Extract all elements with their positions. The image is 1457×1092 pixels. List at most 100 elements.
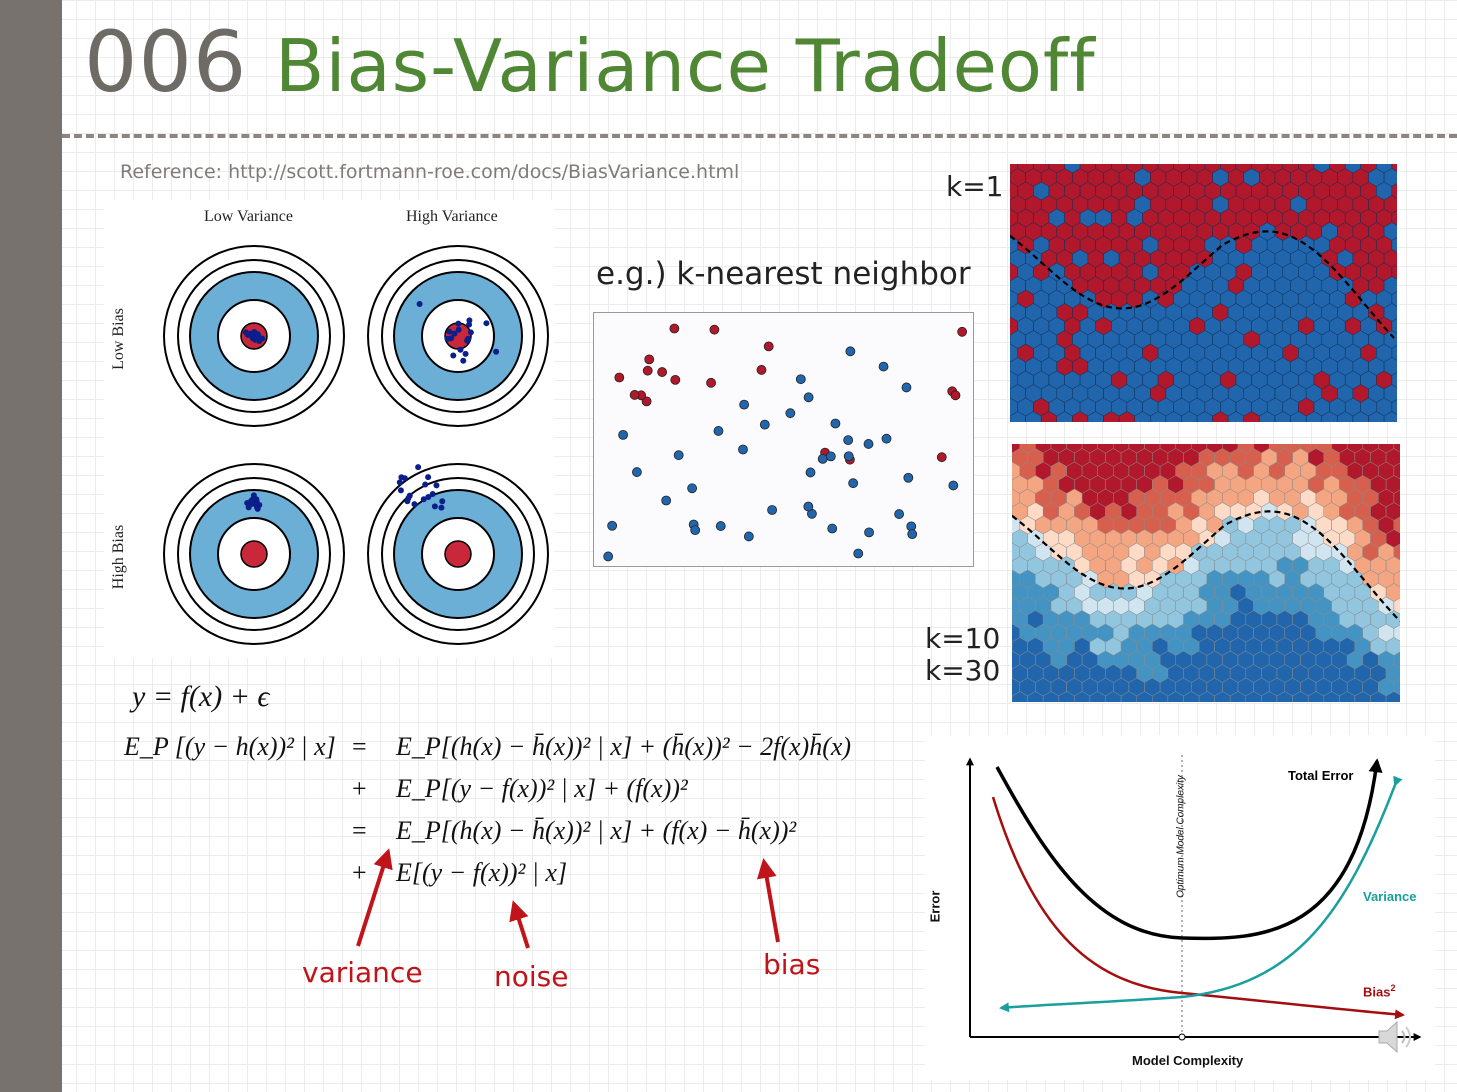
scatter-point <box>673 450 684 461</box>
scatter-point <box>785 408 796 419</box>
label-k10: k=10 <box>925 622 1001 655</box>
scatter-point <box>642 365 653 376</box>
target-shot <box>420 496 427 503</box>
scatter-point <box>669 323 680 334</box>
equation-model: y = f(x) + ϵ <box>132 680 270 713</box>
equation-line3: E_P[(h(x) − h̄(x))² | x] + (f(x) − h̄(x)… <box>396 816 797 845</box>
label-bias-squared: Bias2 <box>1363 983 1395 999</box>
label-bias: Bias <box>1363 984 1391 1000</box>
target-shot <box>405 495 412 502</box>
target-shot <box>465 335 472 342</box>
scatter-point <box>607 520 618 531</box>
annotation-bias: bias <box>763 948 821 981</box>
scatter-point <box>763 341 774 352</box>
target-bullseye <box>240 540 268 568</box>
scatter-point <box>743 531 754 542</box>
scatter-point <box>706 377 716 388</box>
target-shot <box>446 328 453 335</box>
scatter-point <box>687 483 698 494</box>
knn-map-k30-svg <box>1003 434 1410 710</box>
target-shot <box>401 475 408 482</box>
target-shot <box>462 350 469 357</box>
equation-line4: E[(y − f(x))² | x] <box>396 858 568 887</box>
plus-sign-2: + <box>352 858 367 887</box>
scatter-point <box>795 374 806 385</box>
equation-line1: E_P[(h(x) − h̄(x))² | x] + (h̄(x))² − 2f… <box>396 732 852 761</box>
scatter-point <box>907 529 918 540</box>
scatter-point <box>825 451 836 462</box>
total-error-curve <box>995 758 1383 941</box>
scatter-point <box>817 453 828 464</box>
variance-curve <box>999 775 1403 1013</box>
target-shot <box>451 330 458 337</box>
target-shot <box>455 320 462 327</box>
label-optimum: Optimum Model Complexity <box>1175 775 1187 898</box>
plus-sign-1: + <box>352 774 367 803</box>
target-shot <box>425 474 432 481</box>
scatter-point <box>901 382 912 393</box>
left-sidebar-bar <box>0 0 62 1092</box>
scatter-point <box>670 374 681 385</box>
target-high-bias-low-variance <box>163 463 345 645</box>
scatter-point <box>950 390 961 401</box>
scatter-point <box>657 367 668 377</box>
scatter-point <box>830 418 841 429</box>
target-shot <box>450 352 457 359</box>
slide-number: 006 <box>84 13 248 111</box>
scatter-point <box>853 548 864 559</box>
tradeoff-chart-svg <box>966 755 1422 1041</box>
scatter-point <box>756 365 767 375</box>
speaker-icon[interactable] <box>1373 1017 1421 1057</box>
scatter-point <box>848 478 859 489</box>
label-k30: k=30 <box>925 654 1001 687</box>
scatter-point <box>957 326 968 337</box>
decision-boundary <box>1011 510 1401 622</box>
scatter-point <box>690 525 701 536</box>
scatter-point <box>805 467 816 478</box>
target-shot <box>466 317 473 324</box>
slide-title-text: Bias-Variance Tradeoff <box>275 24 1096 108</box>
label-high-variance: High Variance <box>406 208 498 225</box>
target-shot <box>396 479 403 486</box>
label-total-error: Total Error <box>1288 768 1354 783</box>
target-shot <box>248 497 255 504</box>
eq-sign-2: = <box>352 816 367 845</box>
target-low-bias-high-variance <box>367 245 549 427</box>
label-variance: Variance <box>1363 889 1417 904</box>
bias-variance-targets-figure: Low Variance High Variance Low Bias High… <box>104 200 554 658</box>
target-shot <box>467 329 474 336</box>
optimum-marker <box>1178 1033 1186 1041</box>
target-shot <box>397 487 404 494</box>
reference-link[interactable]: Reference: http://scott.fortmann-roe.com… <box>120 161 740 183</box>
target-shot <box>483 320 490 327</box>
scatter-point <box>936 452 947 463</box>
target-shot <box>431 503 438 510</box>
scatter-point <box>715 521 726 531</box>
label-y-axis: Error <box>927 890 943 923</box>
target-shot <box>448 335 455 342</box>
scatter-point <box>767 505 777 515</box>
equation-lhs: E_P [(y − h(x))² | x] <box>124 732 336 761</box>
scatter-point <box>948 480 959 491</box>
annotation-noise: noise <box>494 960 569 993</box>
knn-map-k1 <box>1001 154 1408 430</box>
knn-scatter-svg <box>603 323 968 562</box>
label-x-axis: Model Complexity <box>1132 1053 1244 1068</box>
scatter-point <box>661 495 672 506</box>
scatter-point <box>759 419 770 430</box>
target-bullseye <box>444 540 472 568</box>
target-shot <box>252 500 259 507</box>
target-shot <box>433 482 440 489</box>
target-shot <box>438 504 445 511</box>
bias-squared-curve <box>991 796 1405 1020</box>
target-high-bias-high-variance <box>367 463 549 645</box>
tradeoff-chart-panel: Total Error Variance Bias2 Optimum Model… <box>925 735 1435 1080</box>
target-shot <box>460 357 467 364</box>
target-shot <box>439 498 446 505</box>
scatter-point <box>713 426 724 436</box>
target-shot <box>493 348 500 355</box>
target-shot <box>411 501 418 508</box>
knn-map-k30 <box>1003 434 1410 710</box>
scatter-point <box>644 354 655 365</box>
annotation-variance: variance <box>302 956 423 989</box>
